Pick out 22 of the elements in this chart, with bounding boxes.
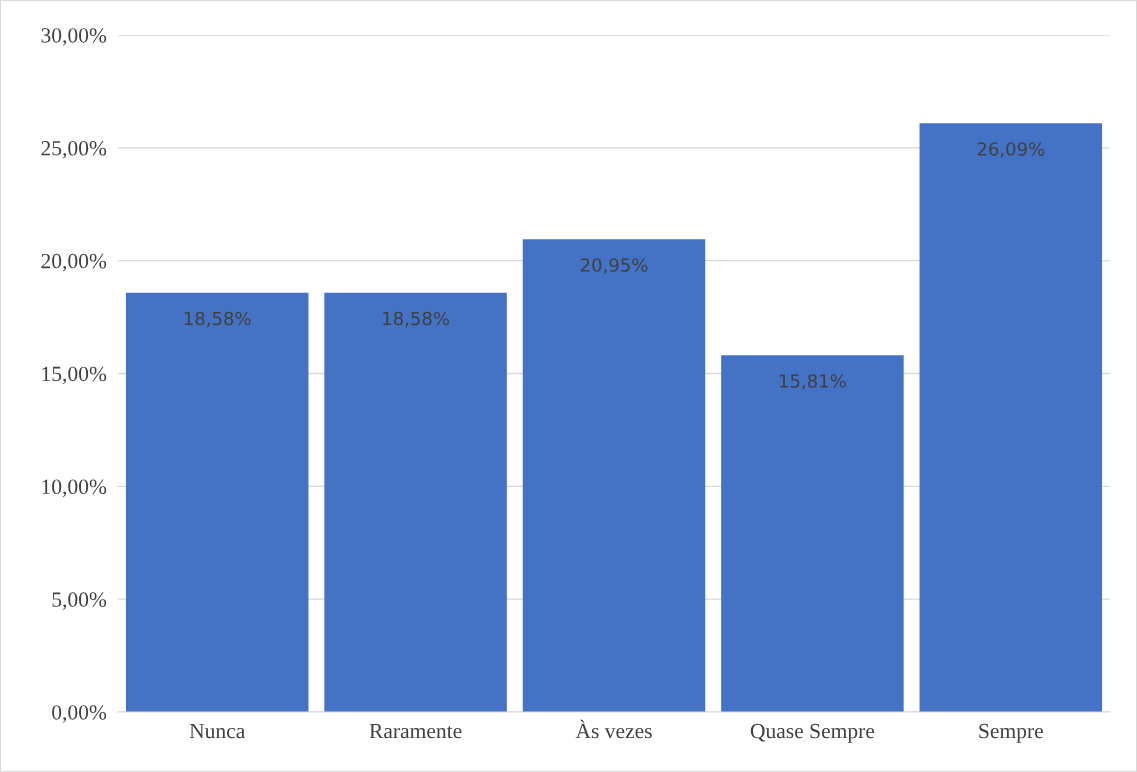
bar	[324, 292, 507, 712]
data-label: 15,81%	[779, 374, 846, 390]
y-tick-label: 25,00%	[41, 140, 107, 159]
data-label: 26,09%	[977, 142, 1045, 158]
x-tick-label: Sempre	[979, 723, 1043, 743]
bar	[919, 123, 1103, 712]
bar	[721, 355, 904, 712]
data-label: 18,58%	[184, 311, 251, 328]
data-label: 20,95%	[580, 258, 648, 274]
x-tick-label: Quase Sempre	[750, 723, 875, 743]
bar	[125, 292, 309, 712]
y-tick-label: 5,00%	[52, 592, 107, 610]
y-tick-label: 30,00%	[41, 28, 107, 46]
x-tick-label: Às vezes	[575, 719, 652, 739]
x-tick-label: Nunca	[189, 723, 245, 739]
bar	[522, 239, 706, 712]
x-tick-label: Raramente	[369, 723, 462, 739]
y-tick-label: 15,00%	[42, 366, 107, 385]
data-label: 18,58%	[383, 311, 450, 328]
y-tick-label: 10,00%	[42, 479, 107, 498]
y-tick-label: 0,00%	[52, 705, 107, 723]
y-tick-label: 20,00%	[41, 253, 107, 272]
